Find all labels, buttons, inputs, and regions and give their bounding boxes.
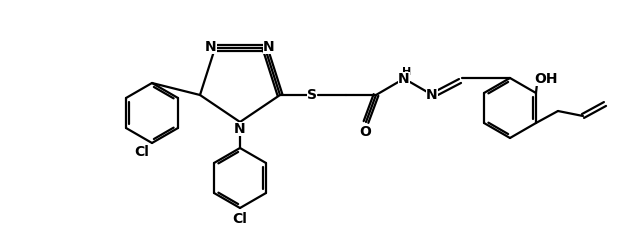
Text: O: O — [359, 125, 371, 139]
Text: OH: OH — [534, 72, 557, 86]
Text: H: H — [403, 67, 412, 77]
Text: Cl: Cl — [134, 145, 149, 159]
Text: S: S — [307, 88, 317, 102]
Text: N: N — [398, 72, 410, 86]
Text: N: N — [426, 88, 438, 102]
Text: N: N — [205, 40, 217, 54]
Text: Cl: Cl — [232, 212, 248, 226]
Text: N: N — [263, 40, 275, 54]
Text: N: N — [234, 122, 246, 136]
